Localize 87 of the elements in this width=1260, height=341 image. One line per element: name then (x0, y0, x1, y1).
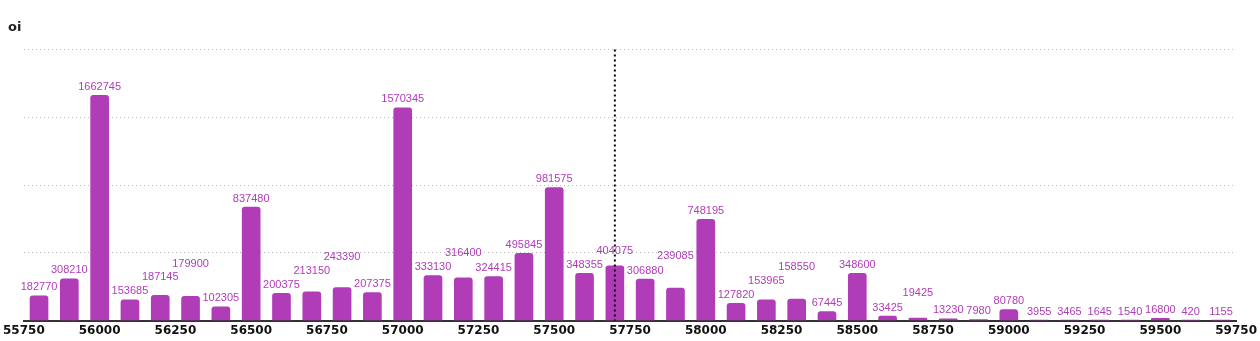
bar (514, 253, 534, 321)
data-label: 153685 (111, 284, 149, 297)
bar (29, 295, 49, 321)
bar (332, 287, 352, 321)
bar (757, 299, 776, 321)
bar (423, 275, 443, 321)
data-label: 1540 (1117, 304, 1143, 317)
bar (150, 294, 170, 321)
bar (666, 287, 685, 321)
bar (272, 293, 291, 321)
x-tick-label: 57250 (457, 322, 500, 337)
data-label: 1570345 (381, 92, 425, 105)
data-label: 837480 (232, 191, 270, 204)
x-tick-label: 59000 (987, 322, 1030, 337)
data-label: 187145 (141, 269, 179, 282)
data-label: 324415 (475, 261, 512, 274)
data-label: 3955 (1026, 304, 1052, 317)
bar (847, 273, 867, 321)
bar (90, 94, 109, 321)
data-label: 67445 (811, 295, 843, 308)
data-label: 239085 (657, 248, 694, 261)
x-tick-label: 55750 (3, 322, 45, 337)
data-label: 33425 (872, 300, 903, 313)
data-label: 158550 (778, 259, 816, 272)
data-label: 200375 (263, 277, 300, 290)
x-tick-label: 56750 (306, 322, 348, 337)
data-label: 495845 (505, 237, 543, 250)
data-label: 243390 (323, 250, 361, 263)
data-label: 1645 (1087, 304, 1112, 317)
data-label: 127820 (717, 287, 755, 300)
x-tick-label: 59250 (1063, 322, 1106, 337)
x-tick-label: 59750 (1215, 322, 1257, 337)
x-tick-label: 57500 (533, 322, 576, 337)
data-label: 333130 (414, 259, 452, 272)
bar (241, 206, 261, 321)
data-label: 404075 (596, 244, 634, 257)
bar (453, 277, 473, 321)
chart-title: oi (8, 19, 22, 35)
x-tick-label: 58250 (760, 322, 803, 337)
data-label: 207375 (354, 277, 391, 290)
data-label: 3465 (1057, 304, 1082, 317)
bar (635, 278, 655, 321)
bar (575, 273, 594, 321)
x-tick-label: 57750 (609, 322, 651, 337)
data-label: 19425 (902, 286, 934, 299)
bar (120, 299, 140, 321)
data-label: 306880 (626, 263, 664, 276)
x-tick-label: 56250 (154, 322, 197, 337)
data-label: 153965 (748, 274, 785, 287)
data-label: 102305 (202, 291, 240, 304)
data-label: 308210 (50, 263, 88, 276)
bar (211, 306, 231, 321)
data-label: 13230 (932, 303, 964, 316)
data-label: 1662745 (78, 79, 122, 92)
data-label: 213150 (293, 264, 331, 277)
data-label: 16800 (1145, 302, 1176, 315)
bar (726, 302, 746, 321)
bar (817, 311, 837, 321)
x-tick-label: 58000 (684, 322, 727, 337)
data-label: 80780 (993, 294, 1025, 307)
data-label: 420 (1181, 305, 1200, 318)
data-label: 1155 (1209, 304, 1233, 317)
bar (787, 298, 807, 321)
data-label: 7980 (966, 304, 991, 317)
bar (181, 295, 200, 321)
bar (393, 107, 413, 321)
x-tick-label: 56500 (230, 322, 273, 337)
data-label: 348355 (566, 257, 603, 270)
data-label: 182770 (20, 280, 58, 293)
x-tick-label: 57000 (381, 322, 424, 337)
data-label: 981575 (535, 172, 573, 185)
x-tick-label: 56000 (78, 322, 121, 337)
bar (302, 291, 322, 321)
x-tick-label: 58500 (836, 322, 879, 337)
x-tick-label: 58750 (912, 322, 954, 337)
data-label: 179900 (172, 256, 209, 269)
bar (605, 265, 625, 321)
bar (484, 276, 503, 321)
bar (544, 187, 564, 321)
data-label: 748195 (687, 203, 725, 216)
data-label: 316400 (444, 246, 482, 259)
bar (363, 292, 382, 321)
bar (999, 309, 1019, 321)
bar (60, 278, 79, 321)
data-label: 348600 (838, 257, 876, 270)
bar (696, 218, 716, 321)
x-tick-label: 59500 (1139, 322, 1182, 337)
